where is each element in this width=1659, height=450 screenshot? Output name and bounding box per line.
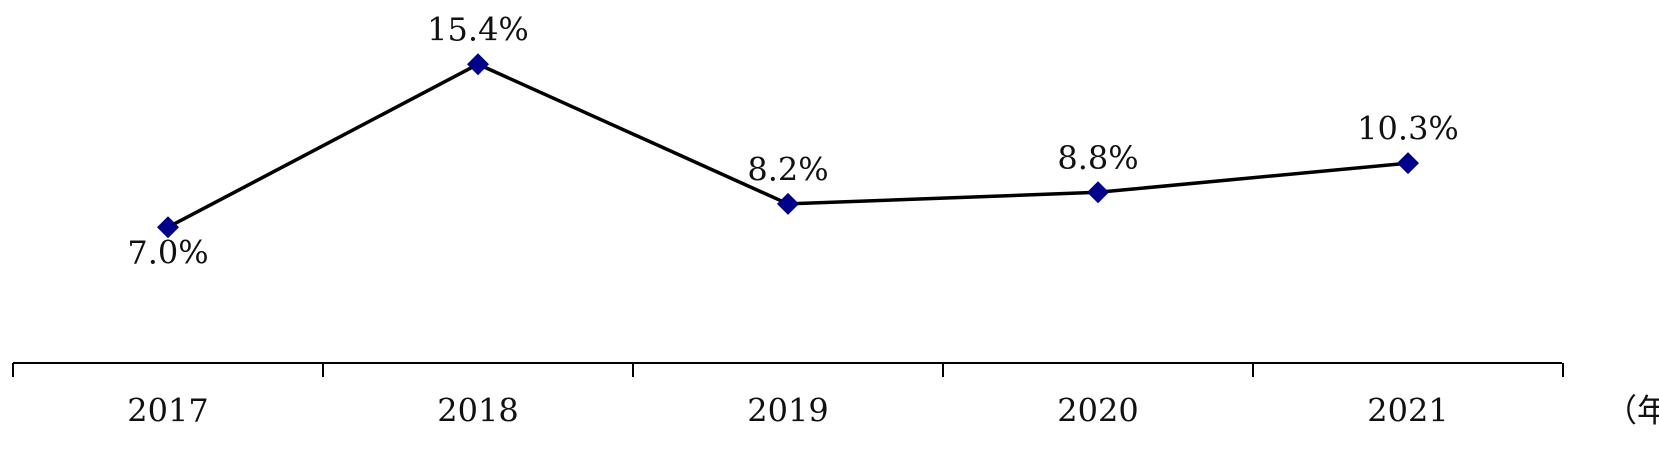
- data-label: 15.4%: [427, 11, 529, 49]
- x-tick-label: 2021: [1367, 392, 1448, 430]
- data-label: 7.0%: [127, 234, 208, 272]
- x-tick-label: 2017: [127, 392, 208, 430]
- marker: [467, 53, 489, 76]
- x-tick-label: 2018: [437, 392, 518, 430]
- x-axis-label: （年）: [1605, 392, 1659, 430]
- data-label: 10.3%: [1357, 110, 1459, 148]
- marker: [777, 192, 799, 215]
- marker: [1087, 181, 1109, 204]
- data-label: 8.2%: [747, 150, 828, 188]
- marker: [1397, 152, 1419, 175]
- marker: [157, 216, 179, 239]
- data-label: 8.8%: [1057, 139, 1138, 177]
- x-tick-label: 2019: [747, 392, 828, 430]
- x-tick-label: 2020: [1057, 392, 1138, 430]
